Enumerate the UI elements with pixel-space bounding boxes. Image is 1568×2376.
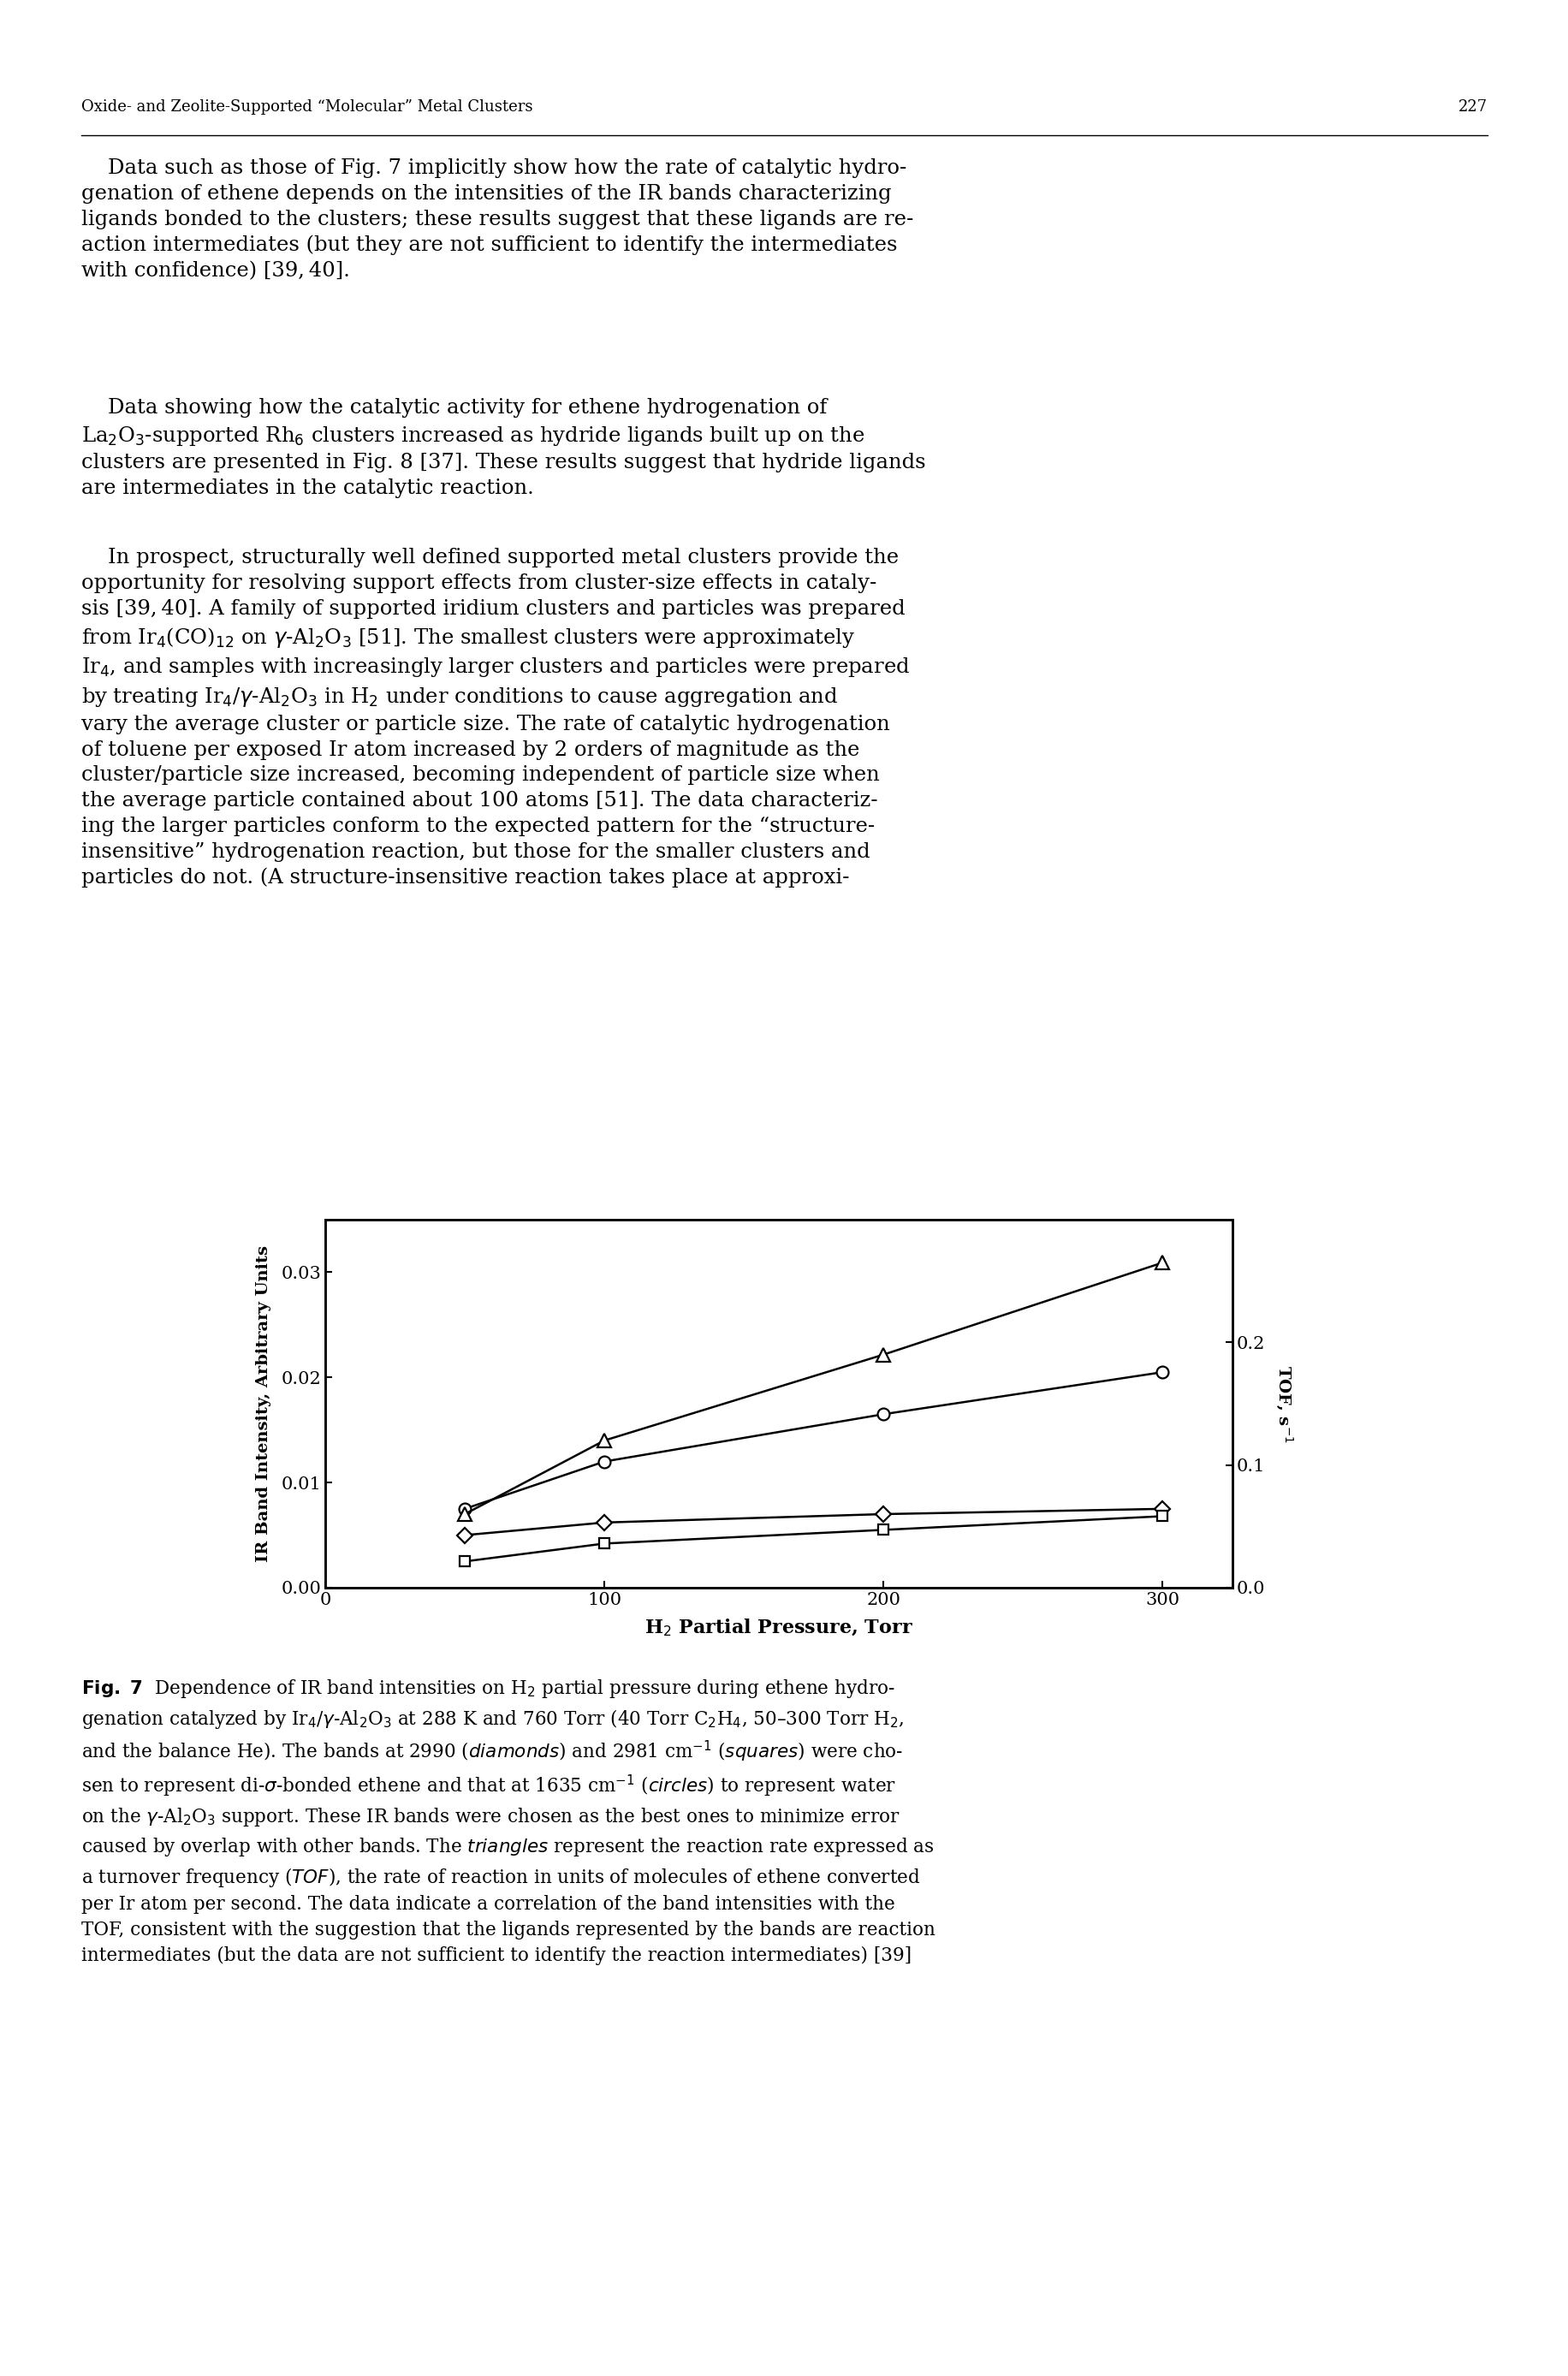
Text: In prospect, structurally well defined supported metal clusters provide the
oppo: In prospect, structurally well defined s… bbox=[82, 549, 909, 889]
Text: Data showing how the catalytic activity for ethene hydrogenation of
La$_2$O$_3$-: Data showing how the catalytic activity … bbox=[82, 399, 925, 499]
Y-axis label: TOF, s$^{-1}$: TOF, s$^{-1}$ bbox=[1275, 1364, 1295, 1442]
Text: 227: 227 bbox=[1458, 100, 1486, 114]
Text: $\bf{Fig.\ 7}$  Dependence of IR band intensities on H$_2$ partial pressure duri: $\bf{Fig.\ 7}$ Dependence of IR band int… bbox=[82, 1677, 935, 1965]
Text: Data such as those of Fig. 7 implicitly show how the rate of catalytic hydro-
ge: Data such as those of Fig. 7 implicitly … bbox=[82, 159, 913, 280]
X-axis label: H$_2$ Partial Pressure, Torr: H$_2$ Partial Pressure, Torr bbox=[644, 1618, 913, 1639]
Y-axis label: IR Band Intensity, Arbitrary Units: IR Band Intensity, Arbitrary Units bbox=[256, 1245, 271, 1561]
Text: Oxide- and Zeolite-Supported “Molecular” Metal Clusters: Oxide- and Zeolite-Supported “Molecular”… bbox=[82, 100, 533, 114]
